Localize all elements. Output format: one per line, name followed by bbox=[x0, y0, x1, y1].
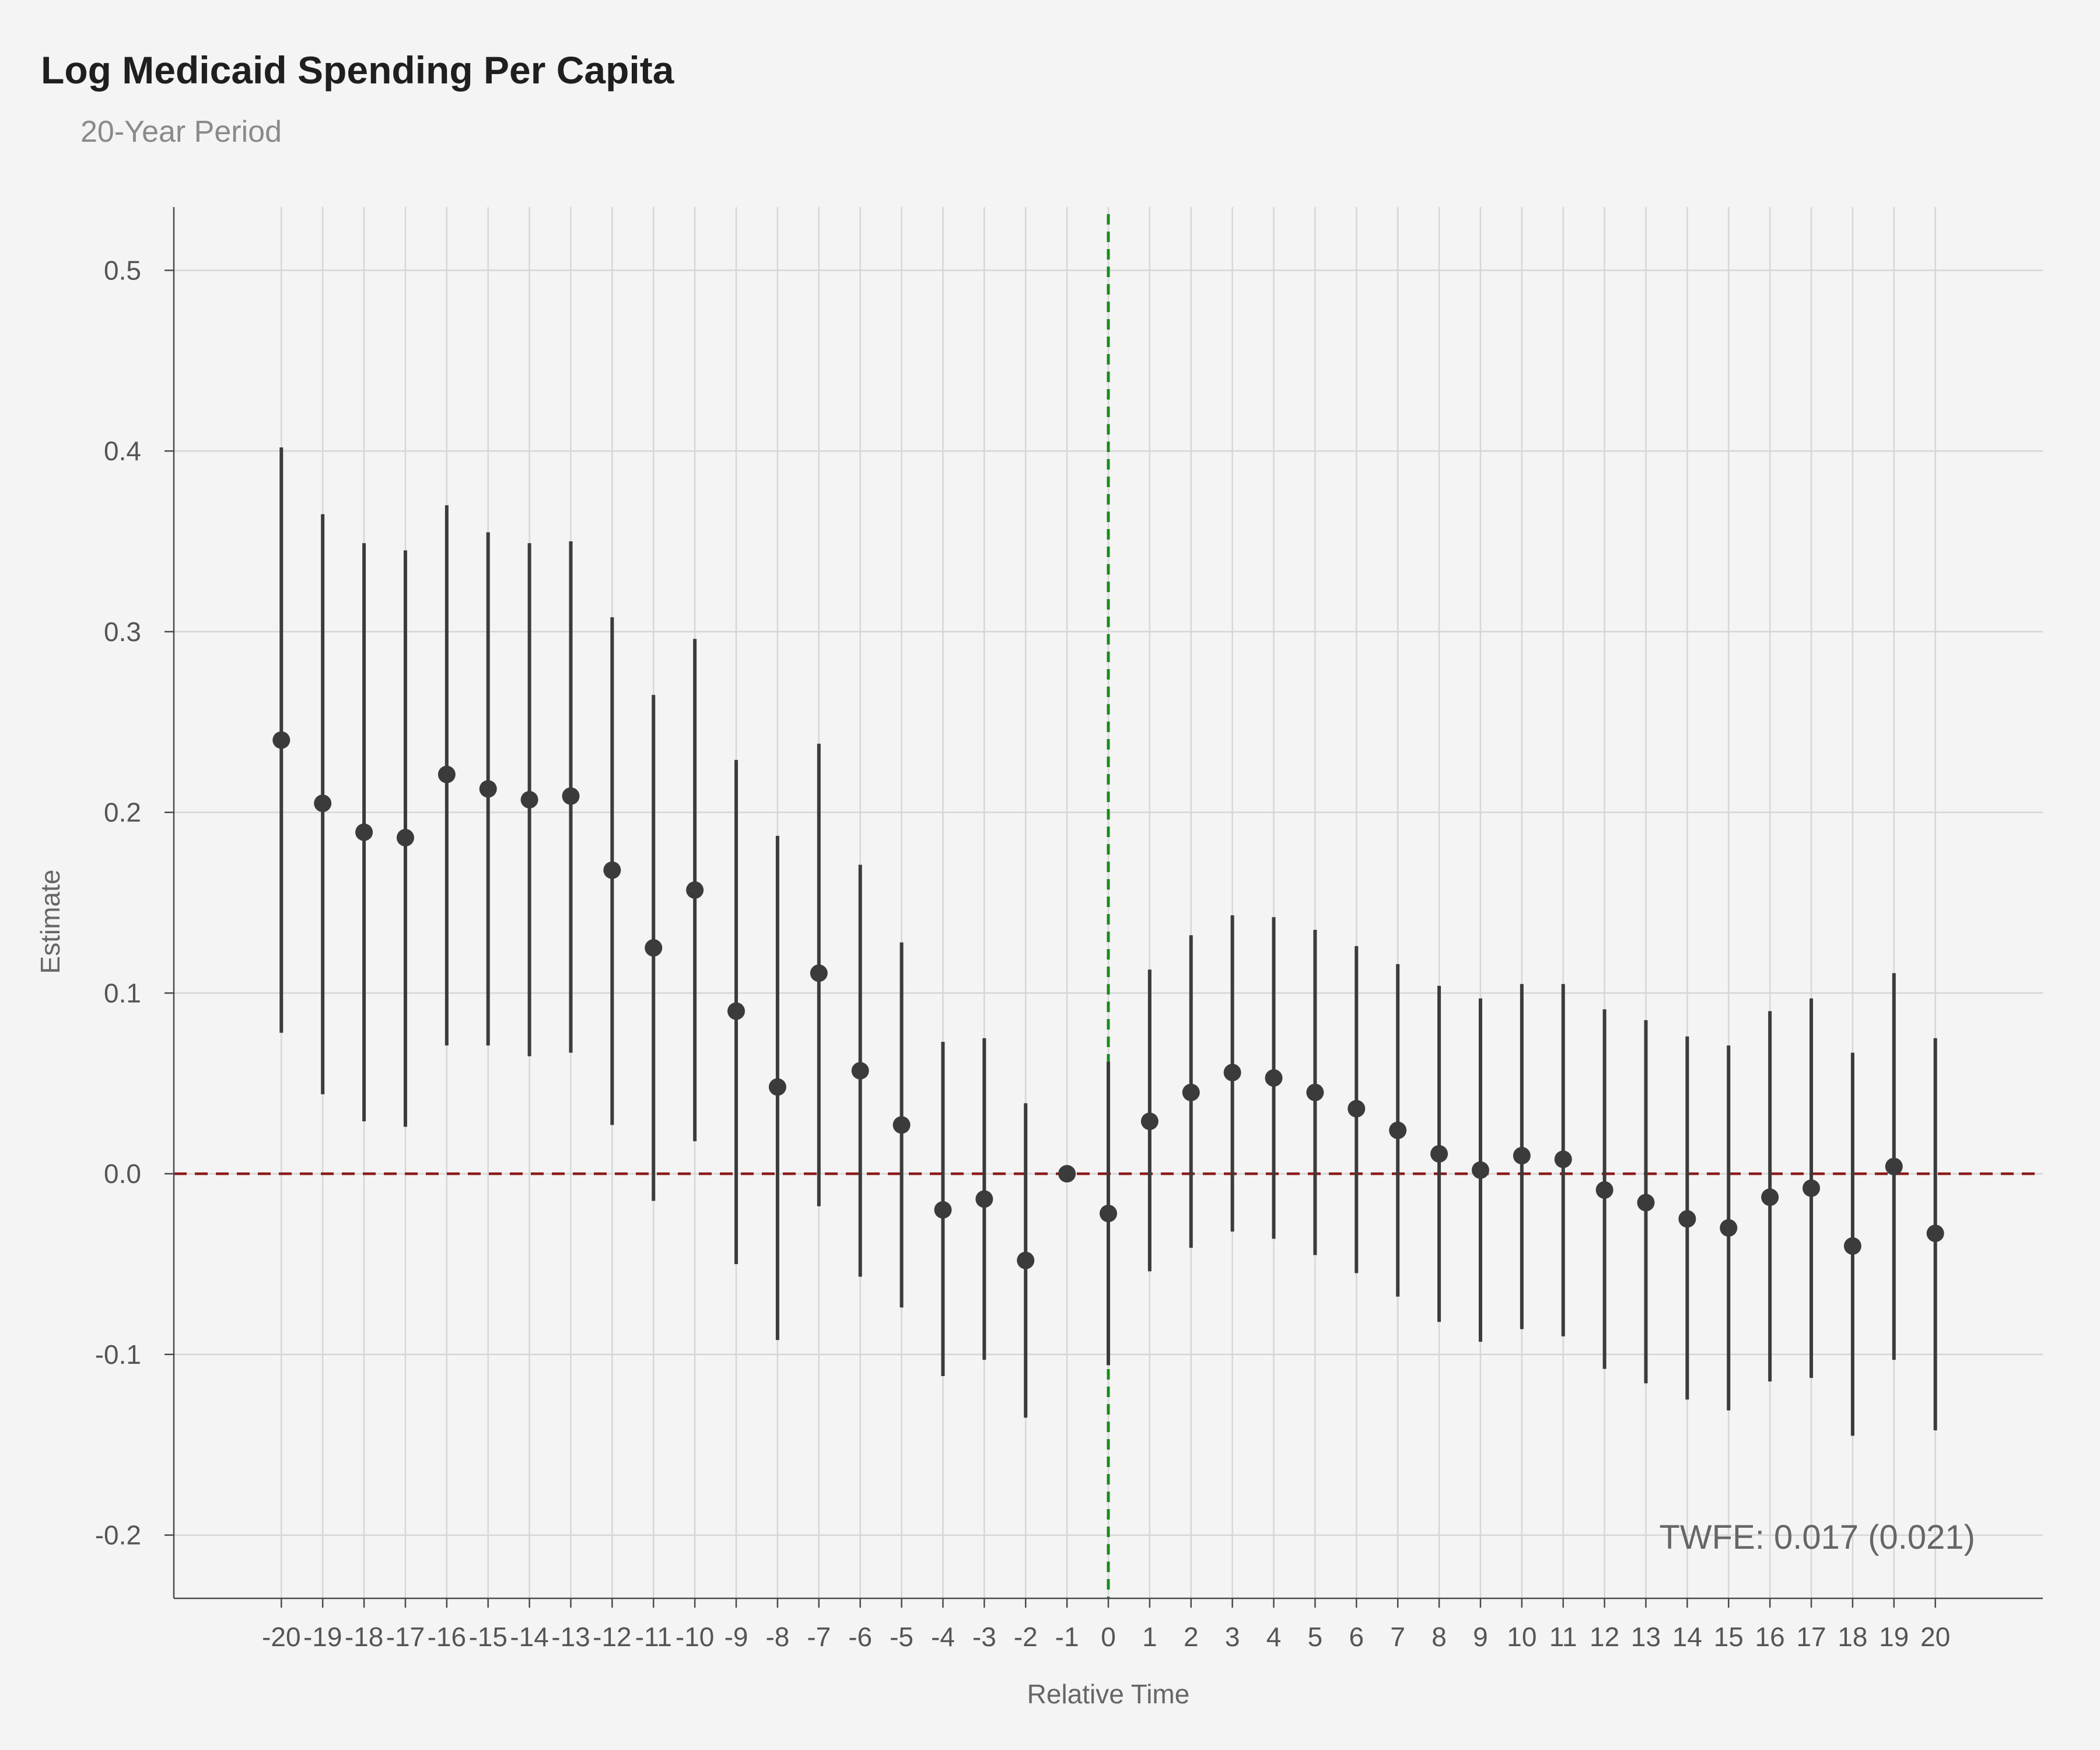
point-estimate bbox=[1017, 1251, 1035, 1269]
y-axis-title: Estimate bbox=[35, 870, 65, 974]
y-tick-label: 0.3 bbox=[104, 617, 141, 647]
x-tick-label: 3 bbox=[1225, 1622, 1240, 1652]
x-tick-label: 5 bbox=[1308, 1622, 1323, 1652]
point-estimate bbox=[1678, 1210, 1696, 1228]
y-tick-label: 0.1 bbox=[104, 978, 141, 1008]
point-estimate bbox=[1637, 1194, 1655, 1212]
point-estimate bbox=[1926, 1224, 1944, 1242]
y-tick-label: -0.1 bbox=[95, 1339, 141, 1370]
point-estimate bbox=[520, 790, 538, 808]
x-tick-label: -8 bbox=[765, 1622, 789, 1652]
point-estimate bbox=[934, 1201, 952, 1219]
y-tick-label: 0.4 bbox=[104, 436, 141, 466]
point-estimate bbox=[1885, 1157, 1903, 1175]
twfe-annotation: TWFE: 0.017 (0.021) bbox=[1659, 1518, 1975, 1556]
tick-labels: -0.2-0.10.00.10.20.30.40.5-20 -19 -18 -17 -1… bbox=[95, 255, 1951, 1652]
point-estimate bbox=[272, 731, 290, 749]
x-tick-label: 9 bbox=[1473, 1622, 1488, 1652]
point-estimate bbox=[727, 1002, 746, 1020]
point-estimate bbox=[645, 939, 663, 957]
x-tick-label: -4 bbox=[931, 1622, 955, 1652]
point-estimate bbox=[975, 1190, 993, 1208]
x-tick-label: -13 bbox=[551, 1622, 590, 1652]
x-tick-label: -1 bbox=[1055, 1622, 1079, 1652]
y-tick-label: 0.5 bbox=[104, 255, 141, 285]
x-tick-label: -9 bbox=[724, 1622, 748, 1652]
point-estimate bbox=[1803, 1179, 1821, 1197]
x-tick-label: 2 bbox=[1184, 1622, 1199, 1652]
x-tick-label: 13 bbox=[1631, 1622, 1661, 1652]
point-estimate bbox=[892, 1116, 911, 1134]
point-estimate bbox=[479, 780, 497, 798]
point-estimate bbox=[1471, 1161, 1489, 1179]
point-estimate bbox=[1720, 1219, 1738, 1237]
chart-title: Log Medicaid Spending Per Capita bbox=[41, 48, 674, 92]
point-estimate bbox=[1100, 1205, 1117, 1223]
y-tick-label: 0.0 bbox=[104, 1158, 141, 1189]
y-tick-label: 0.2 bbox=[104, 797, 141, 828]
y-tick-label: -0.2 bbox=[95, 1520, 141, 1550]
point-estimate bbox=[1223, 1063, 1241, 1082]
x-tick-label: -17 bbox=[386, 1622, 425, 1652]
x-tick-label: 14 bbox=[1672, 1622, 1702, 1652]
axes bbox=[164, 207, 2043, 1608]
data-layer bbox=[272, 447, 1944, 1436]
x-tick-label: -18 bbox=[345, 1622, 383, 1652]
chart-subtitle: 20-Year Period bbox=[80, 115, 282, 149]
point-estimate bbox=[603, 861, 621, 879]
x-tick-label: -6 bbox=[848, 1622, 872, 1652]
point-estimate bbox=[355, 823, 373, 841]
point-estimate bbox=[851, 1062, 869, 1080]
x-tick-label: -10 bbox=[676, 1622, 714, 1652]
x-tick-label: 10 bbox=[1507, 1622, 1536, 1652]
point-estimate bbox=[1389, 1121, 1407, 1139]
x-tick-label: -20 bbox=[262, 1622, 300, 1652]
x-tick-label: 7 bbox=[1390, 1622, 1405, 1652]
x-tick-label: 18 bbox=[1838, 1622, 1867, 1652]
point-estimate bbox=[1761, 1188, 1779, 1206]
x-tick-label: -5 bbox=[890, 1622, 914, 1652]
x-tick-label: -15 bbox=[468, 1622, 507, 1652]
point-estimate bbox=[438, 765, 456, 783]
point-estimate bbox=[562, 787, 580, 805]
point-estimate bbox=[1265, 1069, 1283, 1087]
x-tick-label: 19 bbox=[1879, 1622, 1909, 1652]
x-tick-label: 11 bbox=[1549, 1622, 1577, 1652]
point-estimate bbox=[1843, 1237, 1861, 1255]
point-estimate bbox=[1430, 1145, 1448, 1163]
point-estimate bbox=[1182, 1083, 1200, 1101]
x-tick-label: 12 bbox=[1590, 1622, 1619, 1652]
x-tick-label: 1 bbox=[1142, 1622, 1157, 1652]
x-tick-label: 6 bbox=[1349, 1622, 1364, 1652]
x-axis-title: Relative Time bbox=[1027, 1679, 1190, 1709]
x-tick-label: -12 bbox=[593, 1622, 631, 1652]
x-tick-label: -11 bbox=[635, 1622, 672, 1652]
x-tick-label: -7 bbox=[807, 1622, 831, 1652]
x-tick-label: 0 bbox=[1101, 1622, 1116, 1652]
point-estimate bbox=[1513, 1147, 1531, 1165]
point-estimate bbox=[314, 794, 332, 813]
x-tick-label: 16 bbox=[1755, 1622, 1785, 1652]
point-estimate bbox=[1595, 1181, 1614, 1199]
x-tick-label: 8 bbox=[1432, 1622, 1447, 1652]
x-tick-label: -2 bbox=[1014, 1622, 1038, 1652]
point-estimate bbox=[768, 1078, 786, 1096]
point-estimate bbox=[1348, 1100, 1366, 1118]
x-tick-label: 4 bbox=[1266, 1622, 1282, 1652]
point-estimate bbox=[1058, 1165, 1076, 1183]
x-tick-label: -14 bbox=[510, 1622, 548, 1652]
point-estimate bbox=[1306, 1083, 1324, 1101]
x-tick-label: -3 bbox=[972, 1622, 996, 1652]
x-tick-label: -19 bbox=[303, 1622, 342, 1652]
point-estimate bbox=[1554, 1150, 1572, 1168]
point-estimate bbox=[686, 881, 704, 899]
x-tick-label: 15 bbox=[1714, 1622, 1744, 1652]
point-estimate bbox=[396, 828, 414, 846]
point-estimate bbox=[1140, 1112, 1158, 1130]
x-tick-label: 17 bbox=[1796, 1622, 1826, 1652]
x-tick-label: -16 bbox=[428, 1622, 466, 1652]
point-estimate bbox=[810, 964, 828, 982]
x-tick-label: 20 bbox=[1920, 1622, 1950, 1652]
